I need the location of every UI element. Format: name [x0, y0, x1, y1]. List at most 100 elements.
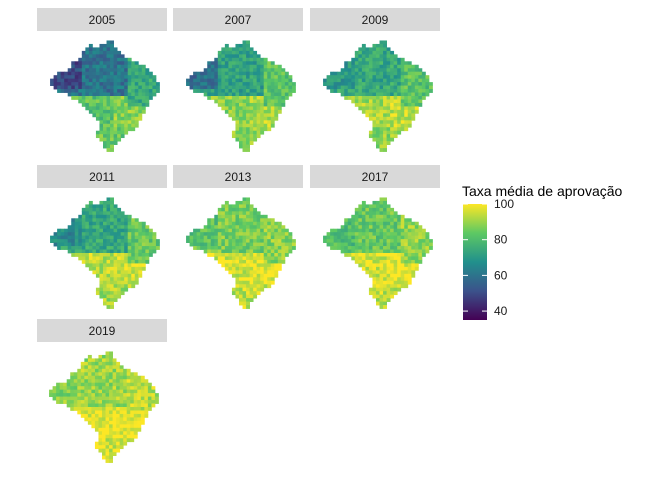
municipality-cell [393, 266, 398, 271]
municipality-cell [99, 266, 104, 271]
municipality-cell [106, 89, 111, 93]
municipality-cell [113, 50, 118, 55]
municipality-cell [95, 82, 100, 86]
municipality-cell [267, 82, 272, 86]
municipality-cell [131, 246, 136, 250]
municipality-cell [246, 259, 250, 264]
municipality-cell [354, 256, 359, 261]
municipality-cell [106, 54, 111, 59]
municipality-cell [242, 141, 247, 145]
municipality-cell [337, 242, 342, 247]
municipality-cell [372, 61, 377, 66]
municipality-cell [63, 386, 68, 391]
municipality-cell [242, 113, 247, 118]
municipality-cell [80, 413, 85, 418]
municipality-cell [134, 109, 139, 114]
municipality-cell [404, 266, 409, 271]
municipality-cell [53, 82, 58, 86]
municipality-cell [361, 57, 366, 62]
municipality-cell [137, 393, 142, 397]
municipality-cell [228, 78, 233, 83]
municipality-cell [94, 386, 99, 391]
municipality-cell [228, 85, 233, 90]
municipality-cell [85, 221, 90, 226]
municipality-cell [242, 137, 247, 142]
municipality-cell [152, 78, 157, 83]
municipality-cell [110, 50, 114, 55]
municipality-cell [231, 232, 236, 237]
municipality-cell [274, 266, 279, 271]
municipality-cell [253, 89, 258, 93]
municipality-cell [326, 235, 331, 240]
municipality-cell [351, 75, 356, 80]
municipality-cell [144, 382, 149, 387]
municipality-cell [224, 109, 229, 114]
municipality-cell [66, 386, 71, 391]
municipality-cell [73, 379, 78, 384]
municipality-cell [379, 298, 384, 302]
municipality-cell [74, 235, 79, 240]
municipality-cell [407, 113, 412, 118]
municipality-cell [358, 256, 363, 261]
municipality-cell [137, 389, 142, 394]
municipality-cell [376, 54, 380, 59]
municipality-cell [60, 235, 65, 240]
municipality-cell [379, 221, 384, 226]
municipality-cell [239, 259, 243, 264]
municipality-cell [383, 43, 387, 48]
municipality-cell [231, 50, 236, 55]
municipality-cell [113, 61, 118, 66]
municipality-cell [221, 75, 226, 80]
municipality-cell [145, 249, 150, 254]
municipality-cell [124, 249, 129, 254]
municipality-cell [98, 434, 103, 439]
municipality-cell [263, 57, 268, 62]
municipality-cell [221, 218, 226, 223]
municipality-cell [242, 106, 247, 111]
municipality-cell [354, 82, 359, 86]
municipality-cell [347, 225, 352, 230]
municipality-cell [379, 113, 384, 118]
municipality-cell [138, 102, 143, 107]
municipality-cell [260, 256, 265, 261]
municipality-cell [242, 225, 247, 230]
municipality-cell [263, 85, 268, 90]
municipality-cell [281, 92, 286, 97]
municipality-cell [56, 400, 61, 404]
municipality-cell [131, 256, 136, 261]
municipality-cell [246, 266, 250, 271]
municipality-cell [117, 273, 122, 278]
municipality-cell [358, 71, 363, 76]
municipality-cell [239, 99, 243, 104]
municipality-cell [130, 427, 135, 432]
municipality-cell [263, 259, 268, 264]
municipality-cell [85, 263, 90, 268]
municipality-cell [372, 106, 377, 111]
municipality-cell [110, 134, 114, 139]
municipality-cell [113, 253, 118, 257]
municipality-cell [288, 249, 293, 254]
municipality-cell [256, 78, 261, 83]
municipality-cell [144, 379, 149, 384]
municipality-cell [340, 82, 345, 86]
municipality-cell [242, 246, 247, 250]
municipality-cell [109, 448, 113, 453]
municipality-cell [333, 228, 338, 233]
municipality-cell [120, 232, 125, 237]
municipality-cell [368, 211, 373, 216]
municipality-cell [372, 294, 377, 299]
municipality-cell [81, 68, 86, 73]
municipality-cell [145, 235, 150, 240]
municipality-cell [74, 249, 79, 254]
municipality-cell [116, 431, 121, 436]
municipality-cell [393, 109, 398, 114]
municipality-cell [84, 361, 89, 366]
municipality-cell [246, 197, 250, 202]
municipality-cell [214, 228, 219, 233]
municipality-cell [92, 68, 97, 73]
municipality-cell [379, 85, 384, 90]
municipality-cell [224, 249, 229, 254]
municipality-cell [281, 256, 286, 261]
municipality-cell [228, 109, 233, 114]
municipality-cell [425, 235, 430, 240]
